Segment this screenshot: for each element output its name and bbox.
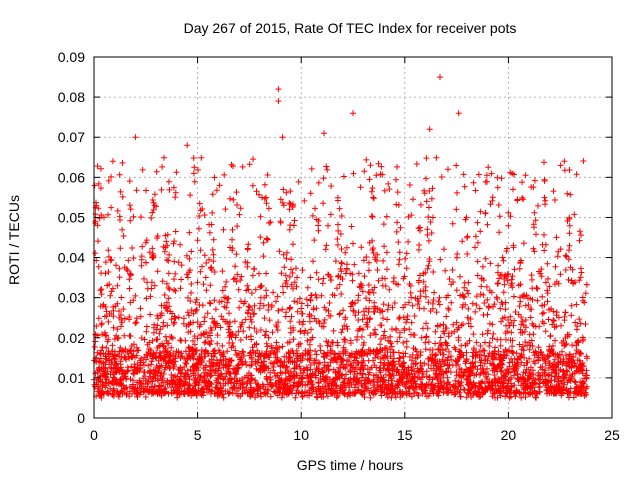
y-axis-ticks: 0 0.01 0.02 0.03 0.04 0.05 0.06 0.07 0.08 0.09 (58, 49, 612, 426)
x-tick-label: 15 (397, 427, 413, 443)
y-tick-label: 0.07 (58, 129, 85, 145)
y-tick-label: 0.02 (58, 330, 85, 346)
y-axis-label: ROTI / TECUs (6, 195, 22, 285)
x-tick-label: 10 (293, 427, 309, 443)
y-tick-label: 0 (77, 410, 85, 426)
y-tick-label: 0.05 (58, 209, 85, 225)
x-tick-label: 0 (90, 427, 98, 443)
y-tick-label: 0.09 (58, 49, 85, 65)
data-points (91, 74, 590, 401)
x-axis-label: GPS time / hours (297, 457, 404, 473)
plot-frame (93, 56, 613, 419)
y-tick-label: 0.03 (58, 290, 85, 306)
y-tick-label: 0.04 (58, 250, 85, 266)
x-tick-label: 25 (604, 427, 620, 443)
chart-title: Day 267 of 2015, Rate Of TEC Index for r… (184, 20, 517, 36)
x-tick-label: 20 (501, 427, 517, 443)
x-axis-ticks: 0 5 10 15 20 25 (90, 57, 620, 443)
x-tick-label: 5 (194, 427, 202, 443)
y-tick-label: 0.08 (58, 89, 85, 105)
y-tick-label: 0.01 (58, 370, 85, 386)
scatter-markers (91, 74, 590, 401)
y-tick-label: 0.06 (58, 169, 85, 185)
